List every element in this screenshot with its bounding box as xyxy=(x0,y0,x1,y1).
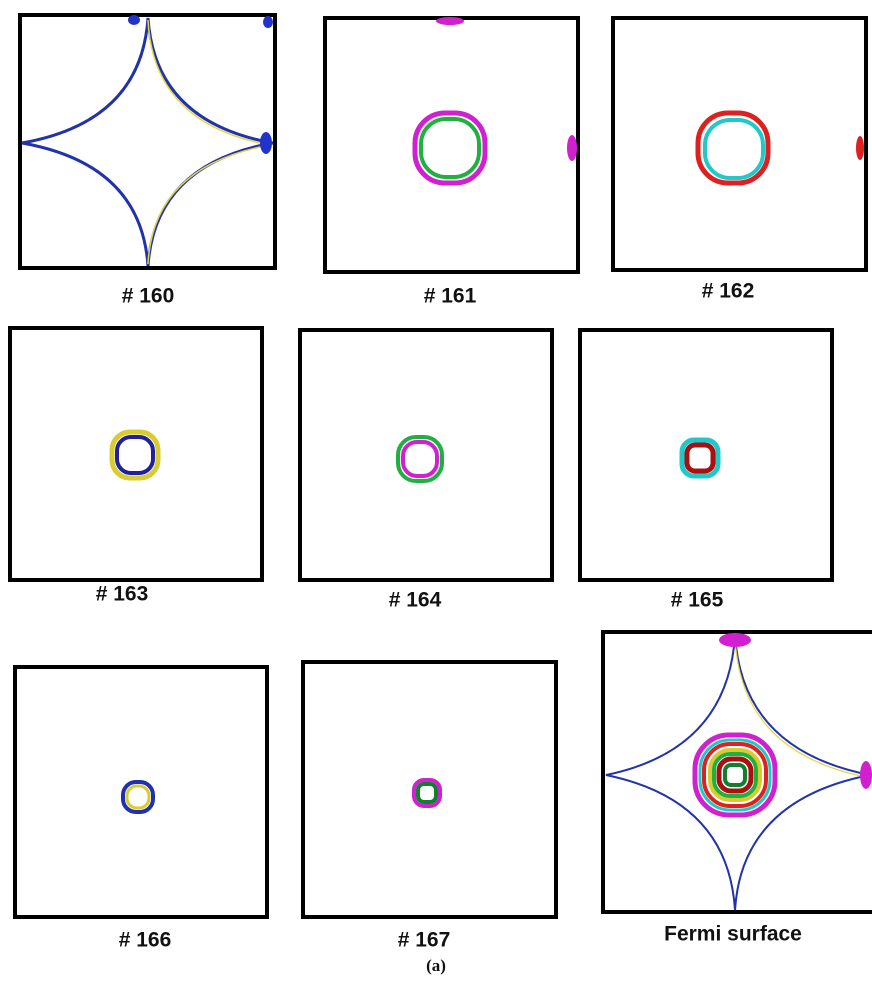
panel-166 xyxy=(13,665,269,919)
panel-165 xyxy=(578,328,834,582)
panel-label: # 167 xyxy=(398,929,451,952)
panel-163 xyxy=(8,326,264,582)
panel-label: # 165 xyxy=(671,589,724,612)
panel-label: Fermi surface xyxy=(664,923,802,946)
panel-164 xyxy=(298,328,554,582)
panel-fermi xyxy=(601,630,872,914)
panel-label: # 164 xyxy=(389,589,442,612)
panel-label: # 161 xyxy=(424,285,477,308)
panel-label: # 162 xyxy=(702,280,755,303)
panel-label: # 163 xyxy=(96,583,149,606)
surface-160 xyxy=(21,15,274,267)
panel-162 xyxy=(611,16,868,272)
fermi-surface xyxy=(605,633,872,911)
caption: (a) xyxy=(426,956,446,975)
panel-label: # 166 xyxy=(119,929,172,952)
panel-frames xyxy=(8,13,872,919)
panel-161 xyxy=(323,16,580,274)
panel-label: # 160 xyxy=(122,285,175,308)
panel-167 xyxy=(301,660,558,919)
surface-rings xyxy=(109,17,864,814)
panel-160 xyxy=(18,13,277,270)
